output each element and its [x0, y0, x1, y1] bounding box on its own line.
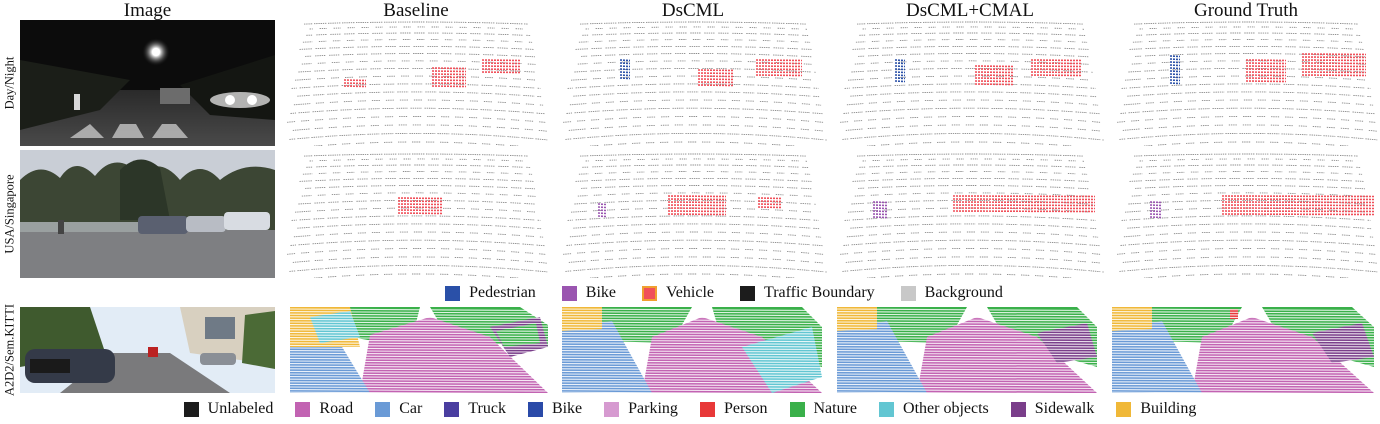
legend-swatch [642, 285, 658, 301]
legend-top: Pedestrian Bike Vehicle Traffic Boundary… [0, 283, 1380, 303]
legend-swatch [699, 401, 715, 417]
camera-image-night [20, 20, 275, 146]
column-header-dscml-cmal: DsCML+CMAL [906, 0, 1034, 21]
row-label-usa-singapore: USA/Singapore [2, 174, 17, 254]
row-label-day-night: Day/Night [2, 56, 17, 110]
column-header-image: Image [123, 0, 172, 21]
legend-swatch [295, 401, 311, 417]
legend-item-traffic-boundary: Traffic Boundary [740, 284, 875, 302]
legend-swatch [900, 285, 916, 301]
legend-swatch [561, 285, 577, 301]
legend-swatch [445, 285, 461, 301]
dscml-scan-usa-singapore [558, 150, 828, 278]
column-header-ground-truth: Ground Truth [1194, 0, 1298, 21]
legend-swatch [879, 401, 895, 417]
legend-item-parking: Parking [604, 400, 678, 418]
legend-swatch [183, 401, 199, 417]
dscml-cmal-scan-usa-singapore [835, 150, 1105, 278]
legend-swatch [444, 401, 460, 417]
legend-item-road: Road [295, 400, 353, 418]
legend-item-bike: Bike [527, 400, 582, 418]
legend-item-bike: Bike [561, 284, 616, 302]
legend-item-nature: Nature [789, 400, 857, 418]
legend-item-sidewalk: Sidewalk [1010, 400, 1094, 418]
legend-item-car: Car [375, 400, 422, 418]
legend-item-pedestrian: Pedestrian [445, 284, 536, 302]
legend-item-other-objects: Other objects [879, 400, 989, 418]
ground-truth-scan-day-night [1112, 20, 1380, 146]
legend-swatch [527, 401, 543, 417]
dscml-scan-day-night [558, 20, 828, 146]
ground-truth-scan-usa-singapore [1112, 150, 1380, 278]
baseline-scan-usa-singapore [282, 150, 550, 278]
column-header-baseline: Baseline [383, 0, 449, 21]
row-label-a2d2-semkitti: A2D2/Sem.KITTI [2, 304, 17, 396]
legend-swatch [375, 401, 391, 417]
legend-swatch [604, 401, 620, 417]
legend-swatch [1116, 401, 1132, 417]
legend-item-background: Background [900, 284, 1003, 302]
legend-item-unlabeled: Unlabeled [183, 400, 273, 418]
column-header-dscml: DsCML [661, 0, 725, 21]
baseline-scan-day-night [282, 20, 550, 146]
legend-item-truck: Truck [444, 400, 506, 418]
legend-swatch [1010, 401, 1026, 417]
dscml-seg-kitti [562, 307, 822, 393]
legend-item-vehicle: Vehicle [642, 284, 714, 302]
legend-item-building: Building [1116, 400, 1196, 418]
camera-image-usa [20, 150, 275, 278]
dscml-cmal-scan-day-night [835, 20, 1105, 146]
dscml-cmal-seg-kitti [837, 307, 1097, 393]
baseline-seg-kitti [290, 307, 548, 393]
ground-truth-seg-kitti [1112, 307, 1374, 393]
legend-item-person: Person [699, 400, 768, 418]
legend-swatch [740, 285, 755, 301]
legend-bottom: Unlabeled Road Car Truck Bike Parking Pe… [0, 399, 1380, 419]
camera-image-kitti [20, 307, 275, 393]
legend-swatch [789, 401, 805, 417]
